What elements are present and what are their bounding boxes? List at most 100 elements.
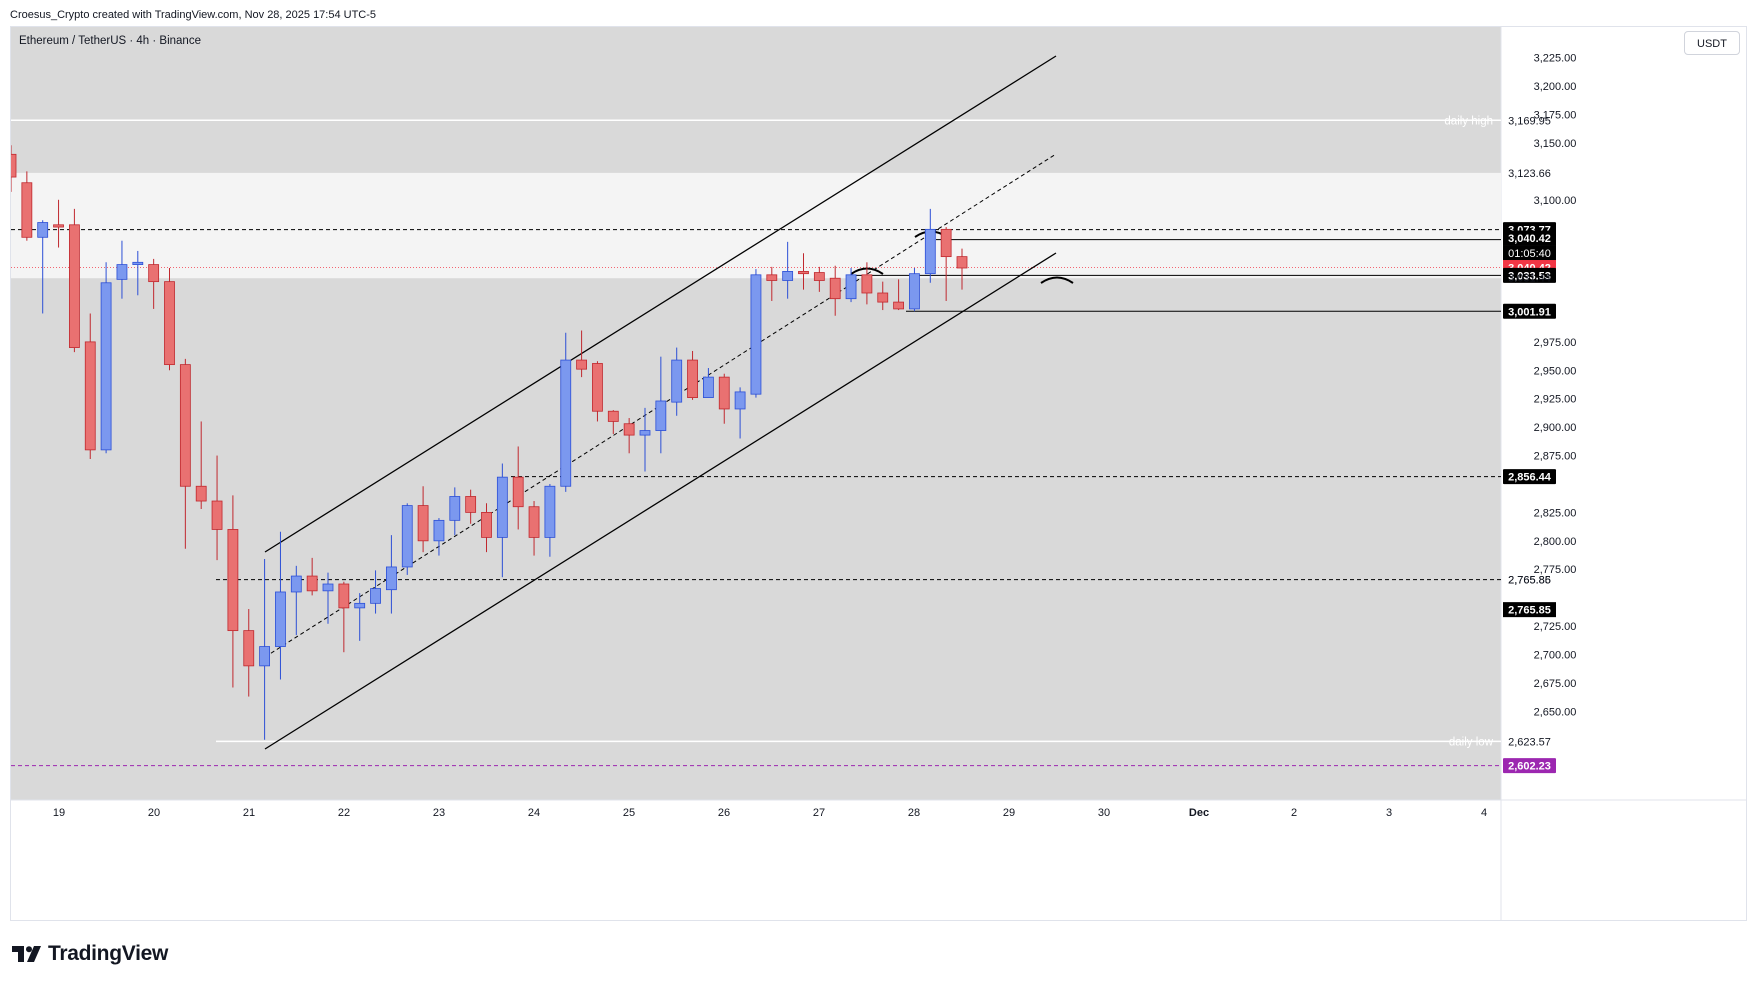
candle <box>798 253 809 290</box>
candle-body <box>782 271 794 281</box>
candle-body <box>607 410 619 422</box>
candle <box>290 565 302 636</box>
candle-body <box>592 363 603 412</box>
candle-body <box>924 228 936 275</box>
candle-body <box>322 583 334 592</box>
candle <box>275 531 286 680</box>
candle-body <box>909 273 920 310</box>
candle-body <box>639 430 651 436</box>
candle-body <box>877 292 889 303</box>
price-label-3123: 3,123.66 <box>1508 168 1551 180</box>
candle <box>829 265 841 316</box>
candle-body <box>703 376 714 398</box>
candle <box>401 503 413 575</box>
candle-body <box>290 575 302 593</box>
price-label-3031-text: 3,031.44 <box>1508 273 1551 285</box>
candle <box>100 262 112 454</box>
time-tick-label: 19 <box>53 807 65 819</box>
price-label-3033-bg <box>1503 267 1556 283</box>
candle-body <box>560 359 572 487</box>
candle-body <box>512 476 524 508</box>
price-tick-label: 2,650.00 <box>1534 706 1577 718</box>
candle-body <box>69 224 80 348</box>
price-label-2602-bg <box>1503 758 1556 774</box>
candle <box>687 350 698 400</box>
price-tick-label: 2,950.00 <box>1534 365 1577 377</box>
price-label-3123-text: 3,123.66 <box>1508 168 1551 180</box>
tradingview-logo[interactable]: TradingView <box>12 942 168 966</box>
candle-body <box>449 496 461 521</box>
price-label-2602-text: 2,602.23 <box>1508 761 1551 773</box>
candle-body <box>956 256 968 269</box>
candle <box>750 269 762 398</box>
candle-body <box>544 485 556 538</box>
channel-lower-line <box>264 252 1057 750</box>
arc-mark-3 <box>1040 276 1074 284</box>
tradingview-logo-icon <box>12 946 41 962</box>
current-price-black-bg <box>1503 230 1556 246</box>
time-tick-label: 28 <box>908 807 920 819</box>
price-tick-label: 2,675.00 <box>1534 678 1577 690</box>
candle-body <box>766 274 778 281</box>
candle-body <box>53 224 64 228</box>
candle <box>306 557 318 596</box>
price-chart[interactable]: daily high daily low 3,225.00 3,200.00 3,175… <box>11 27 1747 921</box>
price-tick-label: 3,200.00 <box>1534 81 1577 93</box>
candle <box>592 361 603 422</box>
price-label-2765-86: 2,765.86 <box>1508 575 1551 587</box>
candle <box>417 486 429 553</box>
price-tick-label: 2,825.00 <box>1534 507 1577 519</box>
candle <box>116 240 128 299</box>
candle-body <box>655 400 667 431</box>
time-tick-label: 26 <box>718 807 730 819</box>
candle <box>385 535 397 614</box>
currency-button[interactable]: USDT <box>1684 31 1740 55</box>
candle <box>639 407 651 472</box>
time-tick-label: 24 <box>528 807 540 819</box>
supply-zone <box>11 172 1501 279</box>
price-tick-label: 2,800.00 <box>1534 536 1577 548</box>
candle <box>544 483 556 557</box>
price-label-3001: 3,001.91 <box>1503 303 1556 319</box>
price-label-2765-86-text: 2,765.86 <box>1508 575 1551 587</box>
time-tick-label: 30 <box>1098 807 1110 819</box>
candle-body <box>275 591 286 647</box>
candle-body <box>671 359 683 403</box>
candle-body <box>37 222 49 238</box>
chart-area[interactable]: daily high daily low 3,225.00 3,200.00 3,175… <box>10 26 1747 921</box>
candle-body <box>338 583 350 609</box>
candle-body <box>798 271 809 275</box>
candle-body <box>829 277 841 300</box>
time-tick-label: 2 <box>1291 807 1297 819</box>
candle <box>845 267 857 303</box>
candle-body <box>148 264 160 283</box>
time-tick-label: Dec <box>1189 807 1209 819</box>
price-label-2856: 2,856.44 <box>1503 469 1556 485</box>
candle <box>465 489 477 524</box>
candle <box>766 266 778 301</box>
candle-body <box>861 274 873 294</box>
candle-body <box>227 529 239 632</box>
candle-body <box>21 182 33 238</box>
price-tick-label: 3,175.00 <box>1534 110 1577 122</box>
candle <box>655 356 667 454</box>
candle-body <box>813 272 825 281</box>
candle <box>322 572 334 624</box>
time-tick-label: 20 <box>148 807 160 819</box>
time-tick-label: 23 <box>433 807 445 819</box>
candle <box>576 330 587 378</box>
price-label-2856-bg <box>1503 469 1556 485</box>
price-label-2765-85-badge-bg <box>1503 602 1556 618</box>
candle-body <box>385 566 397 591</box>
candle-body <box>687 359 698 398</box>
price-tick-label: 2,925.00 <box>1534 394 1577 406</box>
candle <box>211 455 223 561</box>
candle-body <box>211 500 223 530</box>
candle-body <box>401 505 413 568</box>
candle-body <box>132 261 144 265</box>
candle <box>179 358 191 549</box>
candle-body <box>306 575 318 592</box>
time-tick-label: 29 <box>1003 807 1015 819</box>
candle <box>84 313 96 459</box>
candle <box>259 559 271 740</box>
